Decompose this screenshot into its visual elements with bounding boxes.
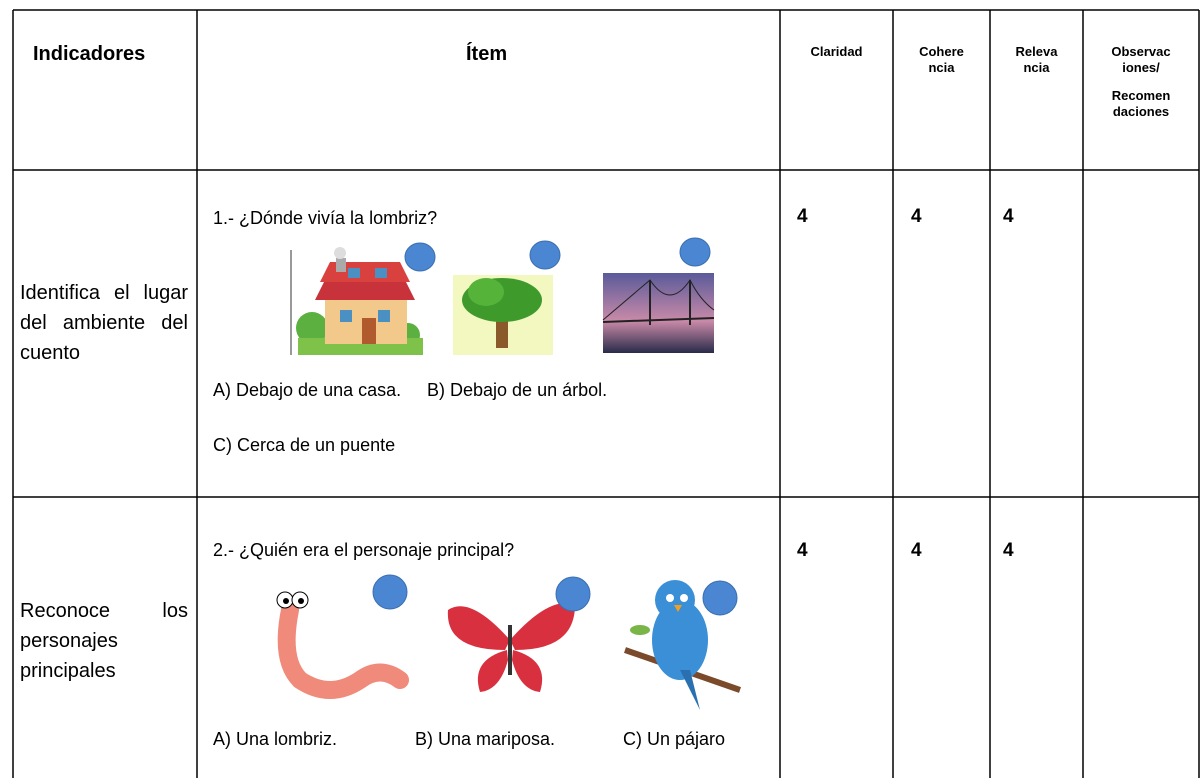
worm-image (276, 591, 409, 699)
house-image (290, 247, 423, 355)
header-line: iones/ (1122, 60, 1160, 75)
bird-image (624, 580, 741, 710)
header-line: Releva (1015, 44, 1058, 59)
header-line: daciones (1112, 104, 1170, 119)
header-relevance: Releva ncia (990, 44, 1083, 76)
tree-image (453, 275, 553, 355)
question: 1.- ¿Dónde vivía la lombriz? (213, 208, 438, 228)
header-line: Recomen (1111, 88, 1171, 103)
header-line: ncia (928, 60, 955, 75)
score: 4 (911, 206, 922, 227)
option: A) Debajo de una casa. (213, 380, 402, 400)
option: A) Una lombriz. (213, 729, 338, 749)
score: 4 (911, 540, 922, 561)
header-indicators: Indicadores (33, 43, 146, 65)
header-line: Observac (1111, 44, 1171, 59)
option: C) Cerca de un puente (213, 435, 396, 455)
bridge-image (602, 273, 715, 353)
score: 4 (1003, 540, 1014, 561)
header-line: Claridad (810, 44, 863, 59)
score: 4 (1003, 206, 1014, 227)
butterfly-image (447, 603, 575, 692)
answer-bubbles (372, 237, 738, 616)
header-coherence: Cohere ncia (893, 44, 990, 76)
option: B) Debajo de un árbol. (427, 380, 608, 400)
header-line: ncia (1023, 60, 1050, 75)
question: 2.- ¿Quién era el personaje principal? (213, 540, 515, 560)
option: B) Una mariposa. (415, 729, 556, 749)
indicator: Identifica el lugar del ambiente del cue… (20, 282, 188, 364)
score: 4 (797, 206, 808, 227)
score: 4 (797, 540, 808, 561)
header-line: Cohere (919, 44, 964, 59)
header-observations: Observac iones/Recomen daciones (1083, 44, 1199, 120)
header-item: Ítem (466, 43, 508, 65)
header-clarity: Claridad (780, 44, 893, 60)
indicator: Reconoce los personajes principales (20, 600, 188, 682)
option: C) Un pájaro (623, 729, 726, 749)
